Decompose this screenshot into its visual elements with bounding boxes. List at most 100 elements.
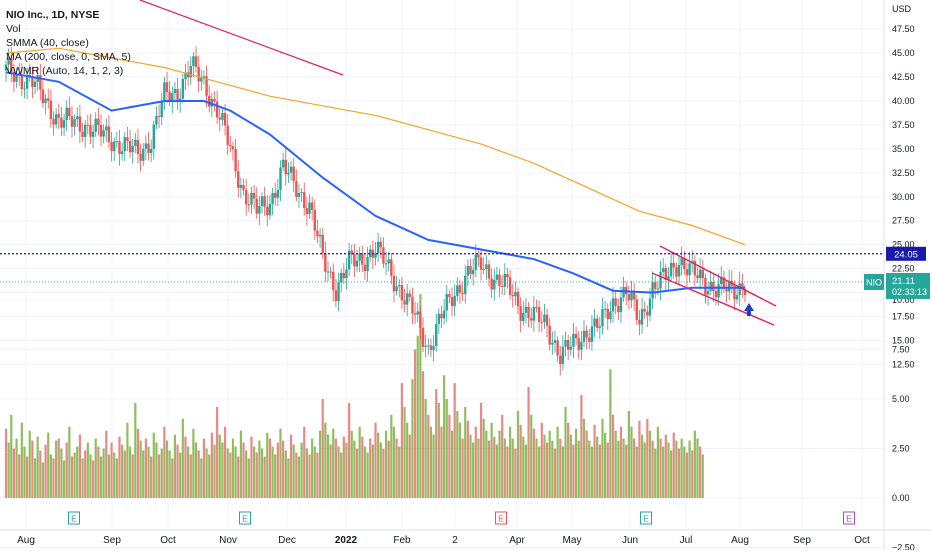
candle-body <box>617 305 620 313</box>
volume-bar <box>7 442 10 498</box>
legend-ma200[interactable]: MA (200, close, 0, SMA, 5) <box>6 51 131 63</box>
volume-bar <box>443 375 446 498</box>
volume-bar <box>619 426 623 498</box>
legend-volume[interactable]: Vol <box>6 23 21 35</box>
candle-body <box>142 148 145 161</box>
candle-body <box>255 198 258 214</box>
candle-body <box>20 74 24 90</box>
earnings-marker[interactable] <box>68 511 80 525</box>
volume-bar <box>160 448 163 498</box>
candle-body <box>144 143 148 149</box>
volume-bar <box>62 460 66 498</box>
volume-bar <box>662 446 665 498</box>
volume-bar <box>633 438 636 498</box>
volume-bar <box>683 446 686 498</box>
candle-body <box>485 264 488 269</box>
volume-bar <box>86 442 89 498</box>
earnings-marker[interactable] <box>843 511 855 525</box>
candle-body <box>52 118 55 125</box>
earnings-marker[interactable] <box>640 511 652 525</box>
volume-bar <box>187 446 190 498</box>
volume-bar <box>192 428 195 498</box>
candle-body <box>215 101 219 118</box>
candle-body <box>10 57 13 73</box>
volume-bar <box>36 436 39 498</box>
candle-body <box>606 308 609 320</box>
candle-body <box>464 275 467 294</box>
candle-body <box>218 117 221 120</box>
volume-bar <box>200 458 203 498</box>
channel-upper-line[interactable] <box>659 245 777 307</box>
candle-body <box>646 311 649 316</box>
candle-body <box>651 282 654 299</box>
volume-bar <box>654 448 657 498</box>
candle-body <box>202 76 206 78</box>
volume-bar <box>382 448 385 498</box>
candle-body <box>62 120 66 128</box>
volume-bar <box>630 426 633 498</box>
volume-bar <box>670 450 673 498</box>
candle-body <box>318 234 322 237</box>
legend-smma[interactable]: SMMA (40, close) <box>6 37 89 49</box>
volume-bar <box>501 414 504 498</box>
volume-bar <box>427 414 430 498</box>
candle-body <box>474 254 477 270</box>
candle-body <box>297 193 301 197</box>
candle-body <box>720 277 723 285</box>
candle-body <box>332 271 335 291</box>
earnings-marker[interactable] <box>495 511 507 525</box>
candle-body <box>648 298 652 316</box>
volume-bar <box>221 442 224 498</box>
candle-body <box>324 253 327 272</box>
candle-body <box>445 294 448 311</box>
time-tick-label: Apr <box>509 535 525 546</box>
candle-body <box>197 67 200 82</box>
volume-bar <box>194 442 198 498</box>
trendline-long[interactable] <box>139 0 344 76</box>
candle-body <box>152 124 155 149</box>
volume-bar <box>308 454 311 498</box>
volume-bar <box>495 444 499 498</box>
candle-body <box>260 196 264 206</box>
candle-body <box>714 290 718 298</box>
volume-bar <box>593 424 596 498</box>
candle-body <box>685 269 689 276</box>
volume-bar <box>538 446 541 498</box>
candle-body <box>429 345 433 351</box>
volume-bar <box>355 448 359 498</box>
candle-body <box>680 258 683 266</box>
volume-bar <box>580 395 583 498</box>
volume-bar <box>440 426 443 498</box>
candle-body <box>611 298 615 312</box>
volume-bar <box>606 442 609 498</box>
volume-bar <box>509 426 512 498</box>
candle-body <box>572 333 575 347</box>
candle-body <box>295 180 298 197</box>
volume-bar <box>429 426 433 498</box>
ma200-line[interactable] <box>5 47 746 246</box>
candle-body <box>134 139 137 147</box>
legend-vwmr[interactable]: VWMR (Auto, 14, 1, 2, 3) <box>6 65 124 77</box>
volume-bar <box>168 450 171 498</box>
volume-bar <box>234 446 237 498</box>
candle-body <box>369 249 372 258</box>
volume-bar <box>691 450 694 498</box>
volume-bar <box>435 389 438 498</box>
volume-bar <box>332 428 335 498</box>
time-tick-label: Feb <box>393 535 411 546</box>
earnings-marker-label: E <box>71 514 77 524</box>
candle-body <box>205 76 208 96</box>
volume-bar <box>60 448 63 498</box>
candle-body <box>97 118 100 126</box>
volume-bar <box>588 440 591 498</box>
smma-line[interactable] <box>5 71 745 294</box>
candle-body <box>239 184 243 188</box>
candle-body <box>147 143 150 154</box>
time-tick-label: Nov <box>219 535 237 546</box>
candle-body <box>638 319 641 325</box>
candle-body <box>522 312 525 322</box>
time-tick-label: Sep <box>793 535 811 546</box>
earnings-marker[interactable] <box>239 511 251 525</box>
